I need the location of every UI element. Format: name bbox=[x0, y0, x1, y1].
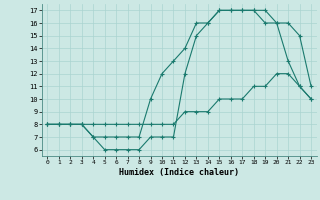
X-axis label: Humidex (Indice chaleur): Humidex (Indice chaleur) bbox=[119, 168, 239, 177]
